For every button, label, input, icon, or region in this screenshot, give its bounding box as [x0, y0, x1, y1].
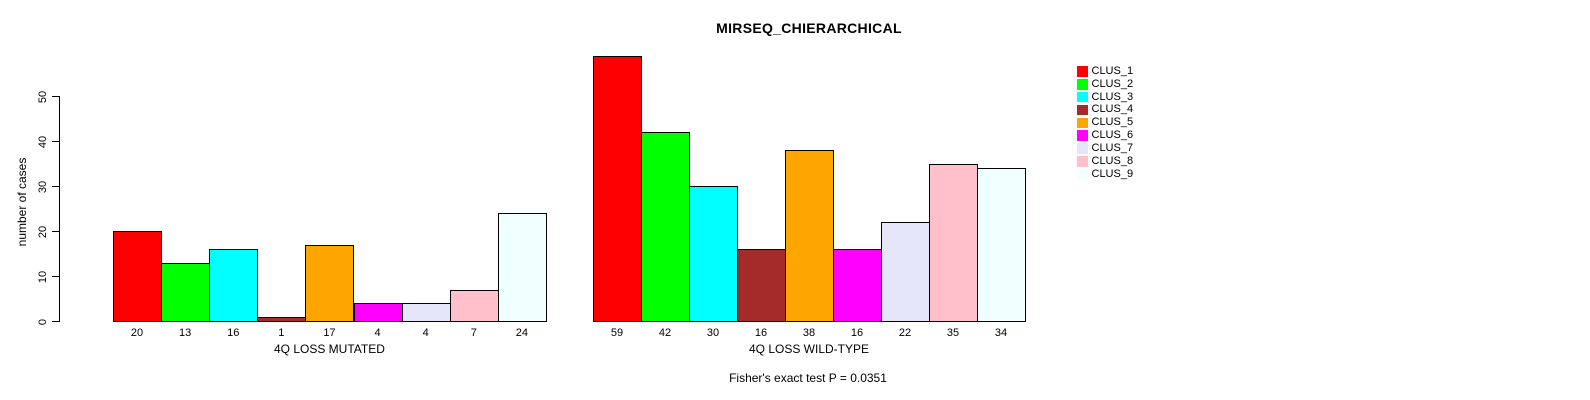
bar-value-label: 16	[754, 327, 768, 339]
legend-item: CLUS_3	[1077, 91, 1133, 104]
legend-label: CLUS_9	[1091, 167, 1134, 180]
bar-value-label: 4	[422, 327, 429, 339]
legend-item: CLUS_1	[1077, 65, 1133, 78]
y-axis-tick-label: 30	[37, 180, 49, 193]
group-axis-label: 4Q LOSS MUTATED	[273, 342, 385, 356]
y-axis-tick-label: 10	[37, 270, 49, 283]
legend-swatch-icon	[1077, 79, 1088, 90]
legend-swatch-icon	[1077, 66, 1088, 77]
bar-clus_3	[209, 249, 259, 323]
legend-item: CLUS_5	[1077, 116, 1133, 129]
bar-value-label: 4	[374, 327, 381, 339]
bar-clus_5	[305, 244, 355, 323]
bar-value-label: 42	[658, 327, 672, 339]
y-axis-tick-label: 40	[37, 135, 49, 148]
legend-item: CLUS_4	[1077, 104, 1133, 117]
y-axis-tick-label: 20	[37, 225, 49, 238]
legend-swatch-icon	[1077, 143, 1088, 154]
annotation-fisher-test: Fisher's exact test P = 0.0351	[729, 371, 887, 385]
legend-swatch-icon	[1077, 130, 1088, 141]
y-axis-tick	[52, 186, 59, 188]
legend-swatch-icon	[1077, 117, 1088, 129]
legend-item: CLUS_8	[1077, 155, 1133, 168]
bar-value-label: 34	[994, 327, 1008, 339]
legend-swatch-icon	[1077, 104, 1088, 116]
bar-value-label: 22	[898, 327, 912, 339]
bar-clus_1	[113, 231, 163, 323]
legend-swatch-icon	[1077, 168, 1088, 180]
legend-item: CLUS_2	[1077, 78, 1133, 91]
bar-clus_7	[401, 303, 451, 323]
bar-clus_1	[593, 55, 642, 323]
bar-value-label: 16	[850, 327, 864, 339]
bar-value-label: 17	[323, 327, 336, 339]
bar-value-label: 59	[610, 327, 624, 339]
bar-clus_7	[881, 222, 930, 323]
legend-swatch-icon	[1077, 156, 1088, 167]
bar-value-label: 35	[946, 327, 960, 339]
bar-clus_2	[161, 262, 211, 323]
bar-value-label: 30	[706, 327, 720, 339]
bar-clus_4	[737, 249, 786, 323]
y-axis-tick	[52, 321, 59, 323]
bar-value-label: 13	[179, 327, 192, 339]
bar-clus_8	[929, 163, 978, 323]
bar-clus_2	[641, 132, 690, 323]
legend-label: CLUS_3	[1091, 90, 1134, 103]
legend-label: CLUS_4	[1091, 103, 1134, 116]
bar-clus_5	[785, 150, 834, 323]
bar-value-label: 1	[278, 327, 285, 339]
bar-value-label: 20	[130, 327, 144, 339]
bar-clus_3	[689, 186, 738, 323]
y-axis-tick	[52, 141, 59, 143]
bar-value-label: 16	[227, 327, 240, 339]
y-axis-tick-label: 0	[37, 318, 49, 325]
group-axis-label: 4Q LOSS WILD-TYPE	[748, 342, 870, 356]
y-axis-label: number of cases	[15, 157, 29, 247]
legend-item: CLUS_7	[1077, 142, 1133, 155]
y-axis-tick-label: 50	[37, 90, 49, 103]
legend-label: CLUS_6	[1091, 129, 1134, 142]
bar-clus_8	[449, 289, 499, 323]
bar-clus_6	[353, 303, 403, 323]
bar-clus_4	[257, 316, 307, 323]
legend-label: CLUS_7	[1091, 141, 1134, 154]
legend-item: CLUS_9	[1077, 168, 1133, 181]
bar-value-label: 24	[515, 327, 528, 339]
legend-swatch-icon	[1077, 91, 1088, 103]
legend-label: CLUS_5	[1091, 116, 1134, 129]
legend-label: CLUS_8	[1091, 154, 1134, 167]
bar-clus_6	[833, 249, 882, 323]
y-axis-tick	[52, 276, 59, 278]
bar-value-label: 7	[470, 327, 477, 339]
legend-label: CLUS_1	[1091, 64, 1134, 77]
bar-clus_9	[977, 168, 1026, 323]
y-axis-tick	[52, 231, 59, 233]
chart-title: MIRSEQ_CHIERARCHICAL	[716, 20, 902, 36]
bar-clus_9	[497, 213, 547, 323]
bar-value-label: 38	[802, 327, 816, 339]
legend-label: CLUS_2	[1091, 77, 1134, 90]
y-axis-tick	[52, 96, 59, 98]
legend: CLUS_1 CLUS_2 CLUS_3 CLUS_4 CLUS_5 CLUS_6 CLUS…	[1077, 65, 1133, 181]
y-axis-line	[59, 96, 61, 322]
legend-item: CLUS_6	[1077, 129, 1133, 142]
